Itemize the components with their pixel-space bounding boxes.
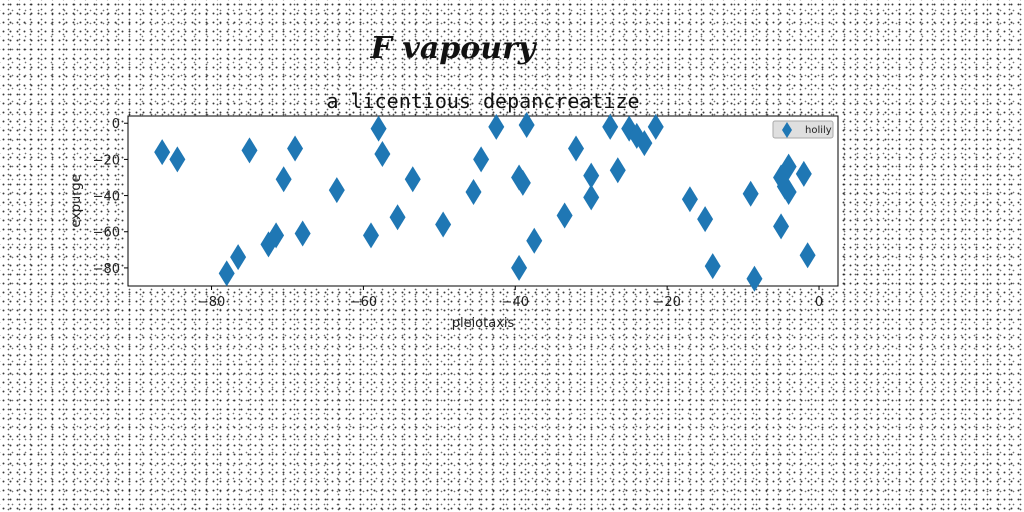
data-point-0-15 <box>404 166 421 193</box>
data-point-0-24 <box>526 227 543 254</box>
x-tick-label: −80 <box>198 295 225 310</box>
x-tick-label: −40 <box>502 295 529 310</box>
data-point-0-14 <box>389 204 406 231</box>
figure-suptitle: F vapoury <box>370 31 538 66</box>
data-point-0-37 <box>704 253 721 280</box>
data-point-0-28 <box>583 184 600 211</box>
data-markers <box>154 112 816 292</box>
data-point-0-36 <box>697 206 714 233</box>
data-point-0-6 <box>268 222 285 249</box>
data-point-0-39 <box>746 265 763 292</box>
y-tick-label: −20 <box>93 153 120 168</box>
y-tick-label: −60 <box>93 226 120 241</box>
data-point-0-25 <box>556 202 573 229</box>
chart-title: a licentious depancreatize <box>326 89 639 113</box>
data-point-0-7 <box>275 166 292 193</box>
data-point-0-21 <box>511 254 528 281</box>
data-point-0-38 <box>742 180 759 207</box>
data-point-0-2 <box>218 260 235 287</box>
legend-label-holily: holily <box>805 125 832 136</box>
data-point-0-19 <box>488 113 505 140</box>
data-point-0-16 <box>435 211 452 238</box>
legend-marker-holily <box>782 122 792 138</box>
y-axis: 0 −20 −40 −60 −80 <box>93 117 128 277</box>
y-tick-label: −40 <box>93 190 120 205</box>
data-point-0-3 <box>230 244 247 271</box>
x-axis: −80 −60 −40 −20 0 <box>198 286 823 310</box>
data-point-0-9 <box>294 220 311 247</box>
data-point-0-13 <box>374 140 391 167</box>
data-point-0-12 <box>370 115 387 142</box>
x-axis-label: pleiotaxis <box>452 316 515 331</box>
data-point-0-29 <box>602 113 619 140</box>
data-point-0-34 <box>647 113 664 140</box>
data-point-0-10 <box>328 177 345 204</box>
y-tick-label: −80 <box>93 262 120 277</box>
data-point-0-40 <box>773 213 790 240</box>
data-point-0-26 <box>568 135 585 162</box>
data-point-0-22 <box>514 169 531 196</box>
data-point-0-8 <box>287 135 304 162</box>
data-point-0-4 <box>241 137 258 164</box>
x-tick-label: −60 <box>350 295 377 310</box>
data-point-0-33 <box>636 130 653 157</box>
x-tick-label: −20 <box>653 295 680 310</box>
y-tick-label: 0 <box>112 117 120 132</box>
data-point-0-1 <box>169 146 186 173</box>
x-tick-label: 0 <box>815 295 823 310</box>
data-point-0-23 <box>518 112 535 139</box>
data-point-0-43 <box>780 153 797 180</box>
data-point-0-35 <box>681 186 698 213</box>
data-point-0-17 <box>465 178 482 205</box>
data-point-0-27 <box>583 162 600 189</box>
data-point-0-45 <box>795 160 812 187</box>
data-point-0-18 <box>473 146 490 173</box>
legend: holily <box>772 120 834 139</box>
data-point-0-44 <box>780 178 797 205</box>
data-point-0-46 <box>799 242 816 269</box>
y-axis-label: expurge <box>69 174 84 227</box>
data-point-0-11 <box>362 222 379 249</box>
data-point-0-0 <box>154 139 171 166</box>
data-point-0-30 <box>609 157 626 184</box>
